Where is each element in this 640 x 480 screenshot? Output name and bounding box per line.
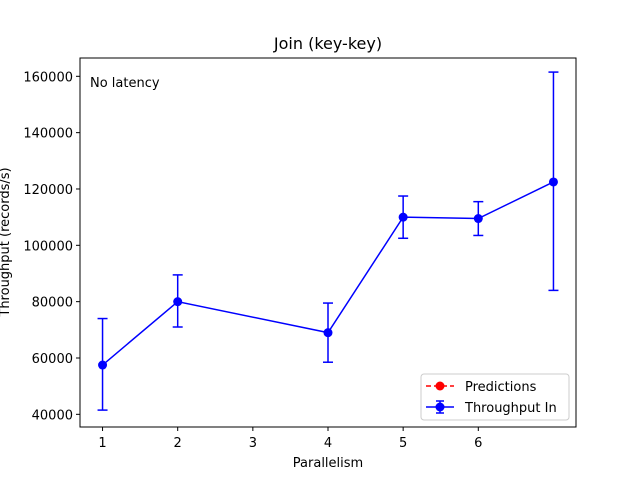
x-tick-label: 6 [474,436,482,451]
legend: Predictions Throughput In [420,373,570,421]
y-tick-label: 40000 [32,408,73,423]
y-axis-label: Throughput (records/s) [0,167,13,317]
data-markers [98,177,558,370]
legend-throughput-marker [435,402,445,412]
y-tick-label: 120000 [23,183,73,198]
throughput-in-point [473,214,483,224]
y-tick-label: 140000 [23,127,73,142]
throughput-in-point [173,297,183,307]
throughput-in-point [398,212,408,222]
x-tick-label: 5 [399,436,407,451]
x-axis-ticks: 1 2 3 4 5 6 [98,427,482,451]
legend-box [420,373,570,421]
x-tick-label: 1 [98,436,106,451]
x-tick-label: 3 [249,436,257,451]
x-tick-label: 2 [174,436,182,451]
plot-area [80,58,576,427]
series-lines [102,181,554,366]
throughput-in-line [102,181,554,366]
x-axis-label: Parallelism [293,456,363,471]
throughput-in-point [323,328,333,338]
y-axis-ticks: 40000 60000 80000 100000 120000 140000 160000 [23,70,80,423]
legend-predictions-marker [435,381,445,391]
legend-predictions-label: Predictions [465,380,537,395]
y-tick-label: 80000 [32,296,73,311]
throughput-in-point [548,177,558,187]
x-tick-label: 4 [324,436,332,451]
y-tick-label: 60000 [32,352,73,367]
y-tick-label: 100000 [23,239,73,254]
y-tick-label: 160000 [23,70,73,85]
chart-title: Join (key-key) [273,34,382,53]
annotation-no-latency: No latency [90,76,160,91]
legend-throughput-label: Throughput In [464,401,557,416]
throughput-in-point [98,360,108,370]
